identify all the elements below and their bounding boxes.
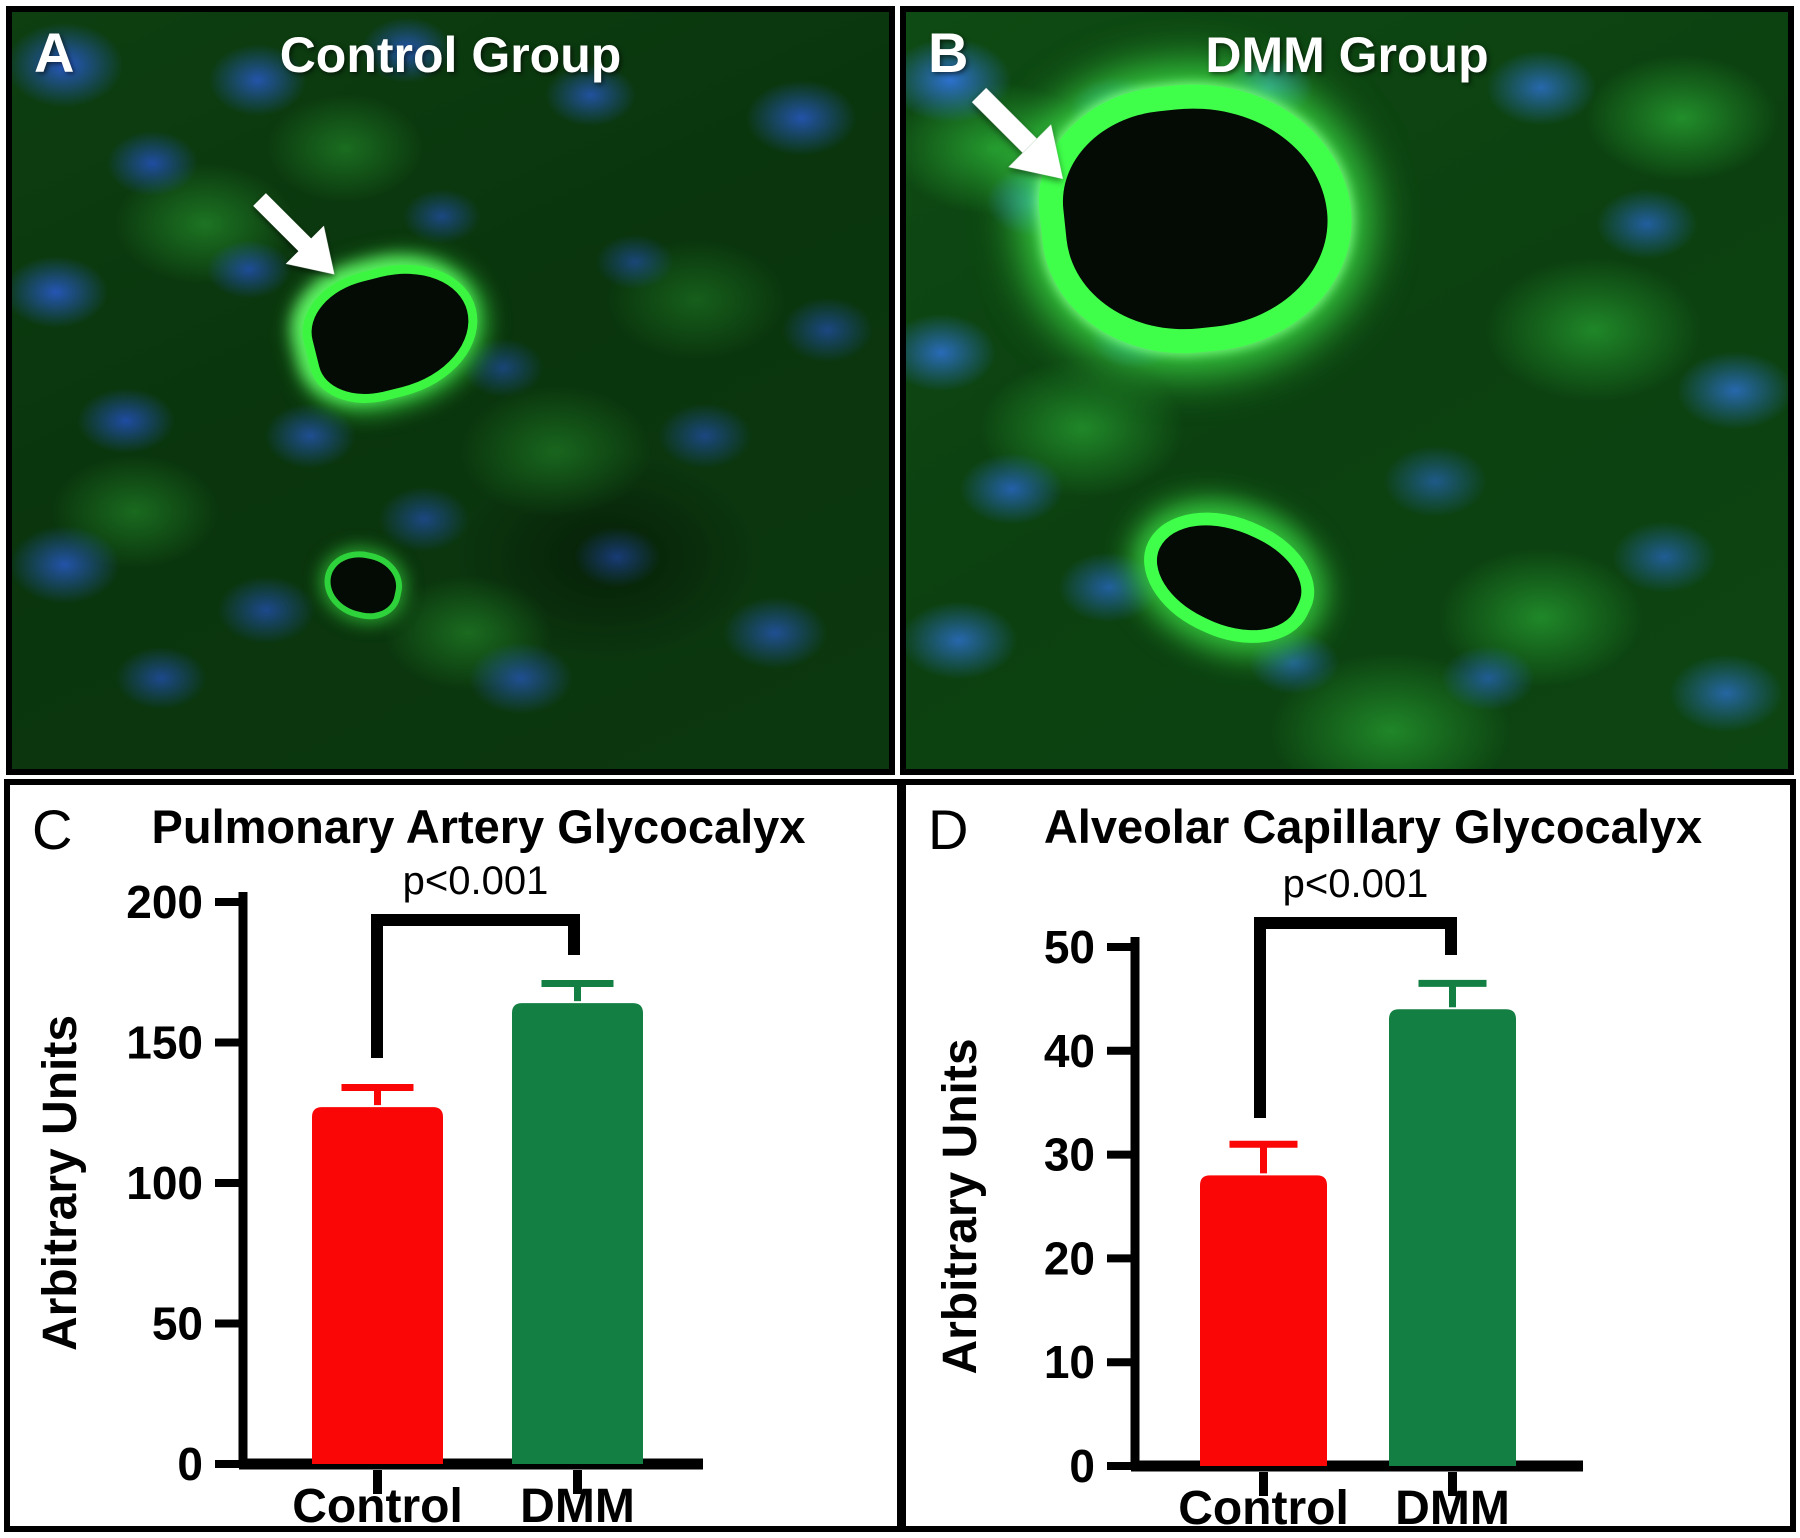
x-label-control: Control xyxy=(292,1480,463,1526)
x-label-control: Control xyxy=(1178,1482,1349,1526)
y-tick-label: 0 xyxy=(177,1438,203,1490)
y-tick-label: 0 xyxy=(1069,1440,1095,1492)
panel-title-b: DMM Group xyxy=(1205,27,1489,83)
bar-control xyxy=(312,1107,443,1464)
panel-letter-c: C xyxy=(32,798,73,861)
y-tick-label: 150 xyxy=(126,1017,203,1069)
y-tick-label: 100 xyxy=(126,1157,203,1209)
chart-panel-c: 0 50 100 150 200 Arbitrary Units Control DMM p<0… xyxy=(4,779,903,1532)
x-label-dmm: DMM xyxy=(520,1480,635,1526)
x-label-dmm: DMM xyxy=(1395,1482,1510,1526)
y-tick-label: 200 xyxy=(126,876,203,928)
chart-panel-d: 0 10 20 30 40 50 Arbitrary Units Control DMM p<0.… xyxy=(900,779,1796,1532)
y-tick-label: 50 xyxy=(1044,921,1095,973)
micrograph-image-control xyxy=(12,12,889,769)
y-axis-title: Arbitrary Units xyxy=(934,1038,987,1374)
panel-letter-d: D xyxy=(928,798,969,861)
bar-control xyxy=(1200,1175,1327,1466)
bar-chart-alveolar-capillary: 0 10 20 30 40 50 Arbitrary Units Control DMM p<0.… xyxy=(934,862,1583,1526)
chart-title-c: Pulmonary Artery Glycocalyx xyxy=(151,800,806,853)
panel-letter-a: A xyxy=(34,21,75,84)
bar-chart-pulmonary-artery: 0 50 100 150 200 Arbitrary Units Control DMM p<0… xyxy=(34,859,703,1526)
p-value-label: p<0.001 xyxy=(403,859,549,903)
micrograph-image-dmm xyxy=(906,12,1788,769)
y-tick-label: 20 xyxy=(1044,1232,1095,1284)
p-value-label: p<0.001 xyxy=(1283,862,1429,906)
chart-title-d: Alveolar Capillary Glycocalyx xyxy=(1043,800,1703,853)
y-axis-title: Arbitrary Units xyxy=(34,1015,87,1351)
y-tick-label: 30 xyxy=(1044,1129,1095,1181)
micrograph-panel-a: A Control Group xyxy=(6,6,895,775)
y-tick-label: 40 xyxy=(1044,1025,1095,1077)
significance-bracket xyxy=(371,914,580,1058)
y-tick-label: 50 xyxy=(152,1298,203,1350)
panel-title-a: Control Group xyxy=(279,27,622,83)
bar-dmm xyxy=(1389,1009,1516,1466)
y-tick-label: 10 xyxy=(1044,1336,1095,1388)
panel-letter-b: B xyxy=(928,21,969,84)
bar-dmm xyxy=(512,1003,643,1464)
micrograph-panel-b: B DMM Group xyxy=(900,6,1794,775)
significance-bracket xyxy=(1254,917,1457,1118)
